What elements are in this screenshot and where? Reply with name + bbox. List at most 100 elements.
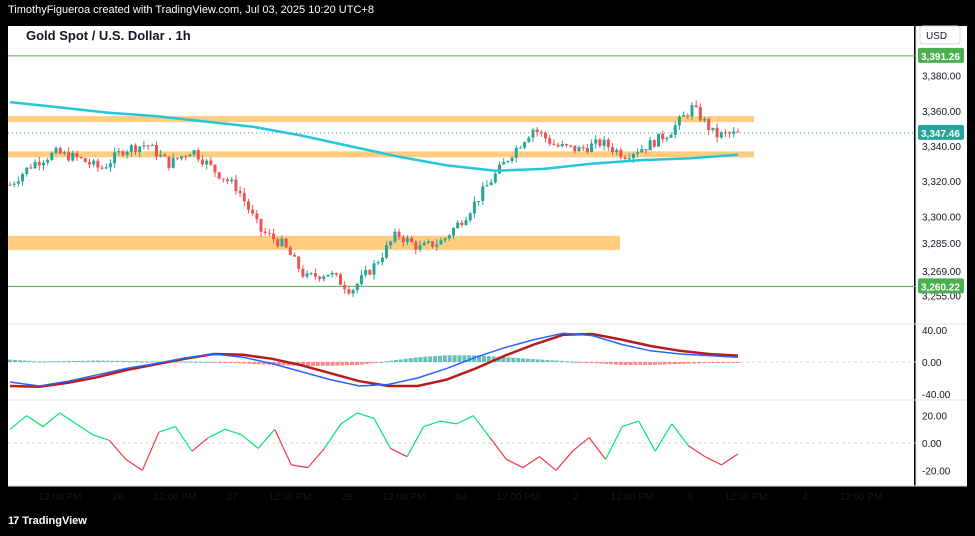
candle-body [502,162,505,165]
candle-body [728,133,731,134]
candle-body [101,168,104,169]
oscillator-histogram-bar [135,361,139,362]
candle-body [506,161,509,162]
candle-body [578,147,581,151]
candle-body [193,150,196,154]
candle-body [519,148,522,149]
candle-body [222,179,225,180]
candle-body [105,167,108,168]
candle-body [552,144,555,145]
oscillator-histogram-bar [316,362,320,366]
oscillator-histogram-bar [360,362,364,365]
oscillator-histogram-bar [448,355,452,362]
candle-body [109,163,112,167]
oscillator-histogram-bar [643,362,647,365]
candle-body [255,213,258,219]
oscillator-histogram-bar [311,362,315,366]
oscillator-tick-label: -40.00 [922,390,951,401]
candle-body [13,184,16,185]
price-tick-label: 3,380.00 [922,72,961,83]
brand-name: TradingView [22,515,87,527]
oscillator-histogram-bar [47,361,51,362]
oscillator-histogram-bar [86,361,90,362]
candle-body [343,285,346,289]
oscillator-histogram-bar [721,362,725,363]
oscillator-histogram-bar [374,362,378,363]
oscillator-histogram-bar [130,361,134,362]
oscillator-histogram-bar [418,357,422,362]
oscillator-histogram-bar [189,362,193,363]
price-tick-label: 3,300.00 [922,212,961,223]
oscillator-histogram-bar [414,357,418,362]
candle-body [80,157,83,158]
candle-body [113,152,116,163]
time-tick-label: 27 [226,492,238,503]
candle-body [527,138,530,143]
oscillator-histogram-bar [32,361,36,362]
oscillator-histogram-bar [624,362,628,365]
oscillator-histogram-bar [18,360,22,362]
candle-body [50,153,53,160]
oscillator-histogram-bar [716,362,720,363]
signal-tick-label: 20.00 [922,412,947,423]
plot-background [8,26,914,486]
oscillator-histogram-bar [404,359,408,362]
oscillator-histogram-bar [326,362,330,366]
oscillator-histogram-bar [399,359,403,362]
time-tick-label: 26 [112,492,124,503]
candle-body [582,147,585,148]
oscillator-histogram-bar [672,362,676,364]
candle-body [498,165,501,174]
oscillator-histogram-bar [668,362,672,364]
time-tick-label: 12:00 PM [154,492,197,503]
candle-body [197,150,200,159]
candle-body [636,152,639,154]
candle-body [569,145,572,146]
oscillator-histogram-bar [52,361,56,362]
candle-body [590,143,593,152]
oscillator-histogram-bar [91,361,95,362]
oscillator-histogram-bar [228,362,232,363]
candle-body [92,161,95,165]
candle-body [356,284,359,290]
candle-body [661,134,664,140]
candle-body [218,172,221,178]
oscillator-histogram-bar [702,362,706,363]
candle-body [326,275,329,277]
candle-body [607,140,610,147]
chart-credit: TimothyFigueroa created with TradingView… [8,4,374,16]
candle-body [657,134,660,147]
candle-body [456,223,459,228]
price-tick-label: 3,269.00 [922,267,961,278]
oscillator-histogram-bar [365,362,369,364]
candle-body [377,262,380,263]
candle-body [142,145,145,146]
brand-footer[interactable]: 17 TradingView [8,515,87,527]
support-resistance-zone [8,116,754,122]
candle-body [264,232,267,233]
oscillator-histogram-bar [443,355,447,362]
candle-body [25,168,28,174]
oscillator-histogram-bar [203,362,207,363]
time-tick-label: 4 [802,492,808,503]
oscillator-histogram-bar [692,362,696,363]
oscillator-histogram-bar [106,361,110,362]
candle-body [159,155,162,157]
oscillator-histogram-bar [213,362,217,363]
candle-body [55,148,58,153]
oscillator-histogram-bar [604,362,608,364]
oscillator-histogram-bar [247,362,251,364]
candle-body [176,158,179,159]
oscillator-histogram-bar [663,362,667,364]
candle-body [511,158,514,161]
oscillator-histogram-bar [394,360,398,362]
candle-body [147,145,150,146]
candle-body [624,157,627,159]
price-tick-label: 3,360.00 [922,107,961,118]
oscillator-histogram-bar [570,362,574,363]
candle-body [151,145,154,146]
oscillator-histogram-bar [731,362,735,363]
candle-body [393,232,396,242]
candle-body [46,160,49,163]
candle-body [573,146,576,152]
